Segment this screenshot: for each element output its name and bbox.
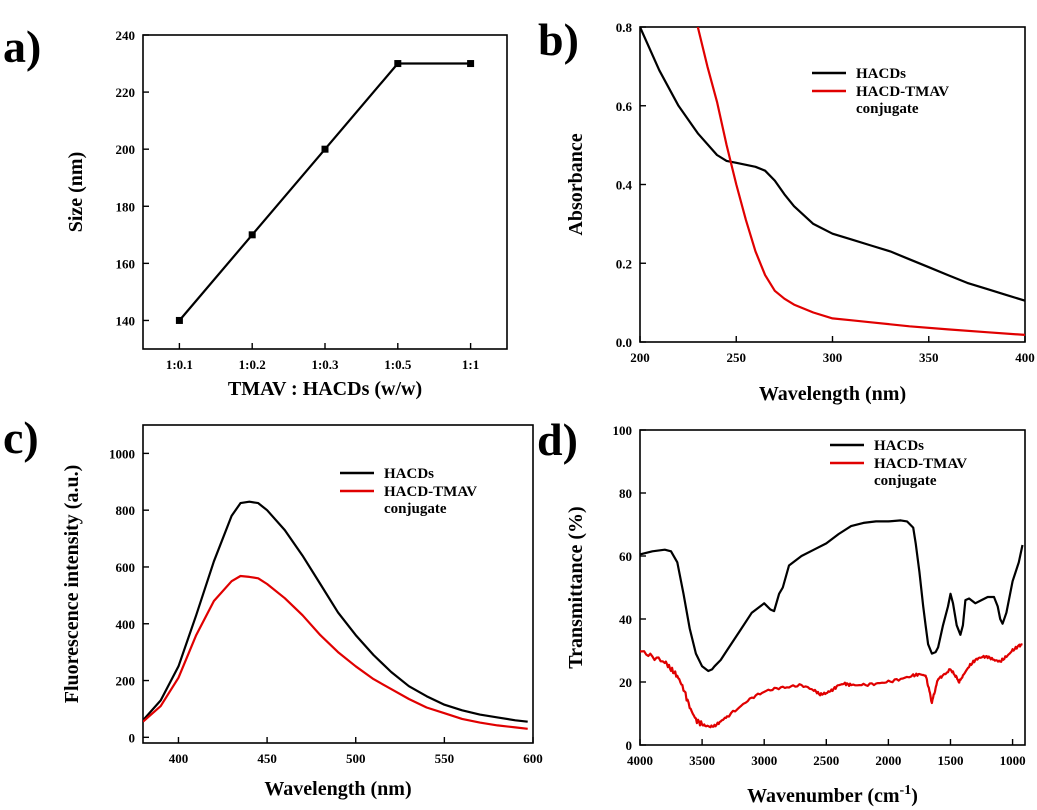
legend-entry: HACD-TMAV conjugate xyxy=(856,84,949,117)
legend: HACDs HACD-TMAV conjugate xyxy=(340,466,477,517)
x-axis-title: TMAV : HACDs (w/w) xyxy=(228,378,422,400)
series-1 xyxy=(640,519,1024,673)
panel-2: b) 200 250 300 350 400 0.0 0.2 0.4 0.6 0.8 Waveleng… xyxy=(538,14,1035,405)
x-tick-label: 1000 xyxy=(1000,753,1026,768)
data-point xyxy=(175,316,183,324)
series-line xyxy=(640,519,1024,673)
x-axis-title: Wavelength (nm) xyxy=(759,383,906,405)
series-1 xyxy=(143,500,528,723)
y-tick-label: 60 xyxy=(619,549,632,564)
series-line xyxy=(696,27,1025,336)
plot-frame xyxy=(142,34,508,350)
x-tick-label: 500 xyxy=(346,751,366,766)
y-tick-label: 100 xyxy=(613,423,633,438)
legend-entry: HACDs xyxy=(874,438,924,454)
y-tick-label: 0.6 xyxy=(616,99,633,114)
y-tick-label: 0.4 xyxy=(616,178,633,193)
series-line xyxy=(640,27,1025,302)
x-tick-label: 1:0.5 xyxy=(384,357,412,372)
plot-frame xyxy=(639,429,1026,746)
series-1 xyxy=(175,60,475,324)
data-point xyxy=(321,145,329,153)
y-tick-label: 180 xyxy=(116,199,136,214)
y-tick-label: 0.0 xyxy=(616,335,632,350)
y-axis-title: Absorbance xyxy=(565,133,587,235)
legend-entry: HACD-TMAV conjugate xyxy=(384,484,477,517)
x-tick-label: 4000 xyxy=(627,753,653,768)
x-axis-title: Wavenumber (cm-1) xyxy=(747,783,918,807)
x-tick-label: 1500 xyxy=(937,753,963,768)
x-tick-label: 200 xyxy=(630,350,650,365)
y-tick-label: 400 xyxy=(116,617,136,632)
y-tick-label: 200 xyxy=(116,142,136,157)
legend-entry: HACDs xyxy=(384,466,434,482)
panel-label: d) xyxy=(537,414,578,465)
plot-frame xyxy=(142,424,534,744)
x-tick-label: 250 xyxy=(727,350,747,365)
x-tick-label: 550 xyxy=(435,751,455,766)
panel-label: c) xyxy=(3,412,39,463)
panel-4: d) 4000 3500 3000 2500 2000 1500 1000 0 20 40 60 80 1… xyxy=(537,414,1026,807)
y-tick-label: 800 xyxy=(116,503,136,518)
x-tick-label: 1:0.2 xyxy=(239,357,266,372)
y-tick-label: 220 xyxy=(116,85,136,100)
y-tick-label: 140 xyxy=(116,313,136,328)
legend-entry: HACD-TMAV conjugate xyxy=(874,456,967,489)
x-tick-label: 350 xyxy=(919,350,939,365)
data-point xyxy=(248,231,256,239)
x-tick-label: 1:0.3 xyxy=(311,357,339,372)
y-tick-label: 200 xyxy=(116,674,136,689)
y-axis-title: Transmittance (%) xyxy=(565,506,587,668)
legend-entry: HACDs xyxy=(856,66,906,82)
y-axis-title: Size (nm) xyxy=(65,152,87,233)
series-line xyxy=(143,500,528,723)
series-1 xyxy=(640,27,1025,302)
series-line xyxy=(640,643,1023,729)
x-tick-label: 400 xyxy=(169,751,189,766)
y-tick-label: 0.2 xyxy=(616,256,632,271)
y-tick-label: 1000 xyxy=(109,446,135,461)
series-2 xyxy=(143,574,528,730)
y-tick-label: 240 xyxy=(116,28,136,43)
legend: HACDs HACD-TMAV conjugate xyxy=(830,438,967,489)
x-tick-label: 2000 xyxy=(875,753,901,768)
legend: HACDs HACD-TMAV conjugate xyxy=(812,66,949,117)
x-tick-label: 2500 xyxy=(813,753,839,768)
x-tick-label: 3000 xyxy=(751,753,777,768)
panel-label: b) xyxy=(538,14,579,65)
y-tick-label: 40 xyxy=(619,612,632,627)
panel-1: a) 1:0.1 1:0.2 1:0.3 1:0.5 1:1 140 160 180 200 220… xyxy=(3,21,508,400)
panel-label: a) xyxy=(3,21,41,72)
x-tick-label: 450 xyxy=(257,751,277,766)
y-axis-title: Fluorescence intensity (a.u.) xyxy=(61,465,83,704)
x-tick-label: 400 xyxy=(1015,350,1035,365)
y-tick-label: 160 xyxy=(116,256,136,271)
x-tick-label: 1:1 xyxy=(462,357,479,372)
y-tick-label: 0.8 xyxy=(616,20,633,35)
series-2 xyxy=(640,643,1023,729)
y-tick-label: 600 xyxy=(116,560,136,575)
x-tick-label: 3500 xyxy=(689,753,715,768)
x-tick-label: 300 xyxy=(823,350,843,365)
data-point xyxy=(467,60,475,68)
series-line xyxy=(143,574,528,730)
y-tick-label: 0 xyxy=(626,738,633,753)
series-line xyxy=(178,62,471,322)
y-tick-label: 0 xyxy=(129,730,136,745)
panel-3: c) 400 450 500 550 600 0 200 400 600 800 1000 Wavele… xyxy=(3,412,543,800)
y-tick-label: 80 xyxy=(619,486,632,501)
plot-frame xyxy=(639,26,1026,343)
x-axis-title: Wavelength (nm) xyxy=(264,778,411,800)
data-point xyxy=(394,60,402,68)
x-tick-label: 600 xyxy=(523,751,543,766)
y-tick-label: 20 xyxy=(619,675,632,690)
x-tick-label: 1:0.1 xyxy=(166,357,193,372)
series-2 xyxy=(696,27,1025,336)
